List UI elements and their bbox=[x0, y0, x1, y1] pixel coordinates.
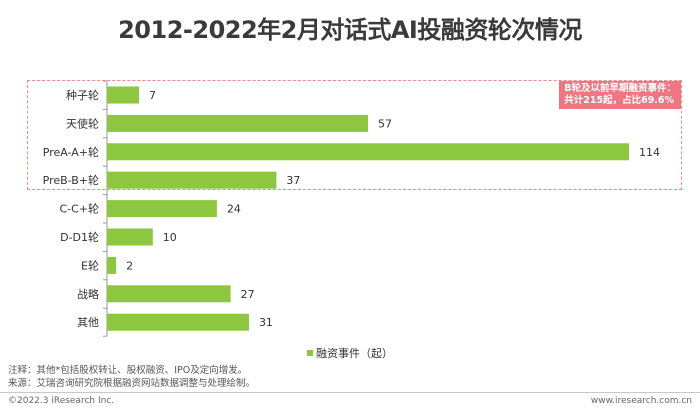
category-label: 其他 bbox=[77, 316, 99, 329]
callout-line-1: B轮及以前早期融资事件： bbox=[564, 83, 676, 94]
value-label: 10 bbox=[163, 231, 177, 244]
bar bbox=[107, 200, 217, 218]
bar bbox=[107, 114, 368, 132]
bar bbox=[107, 86, 140, 104]
value-label: 57 bbox=[378, 117, 392, 130]
value-label: 27 bbox=[241, 288, 255, 301]
legend: 融资事件（起） bbox=[0, 345, 700, 361]
callout-line-2: 共计215起，占比69.6% bbox=[564, 95, 675, 106]
notes: 注释：其他*包括股权转让、股权融资、IPO及定向增发。 来源：艾瑞咨询研究院根据… bbox=[8, 364, 255, 390]
early-stage-callout: B轮及以前早期融资事件： 共计215起，占比69.6% bbox=[559, 81, 681, 109]
footer-website: www.iresearch.com.cn bbox=[590, 396, 692, 406]
value-label: 24 bbox=[227, 203, 241, 216]
category-label: E轮 bbox=[81, 258, 99, 272]
value-label: 2 bbox=[126, 259, 133, 272]
bar bbox=[107, 143, 629, 161]
bar bbox=[107, 171, 277, 189]
bar bbox=[107, 256, 117, 274]
category-label: PreA-A+轮 bbox=[43, 145, 99, 159]
category-label: 种子轮 bbox=[66, 88, 99, 102]
value-label: 31 bbox=[259, 316, 273, 329]
legend-label: 融资事件（起） bbox=[316, 347, 393, 360]
source-text: 来源：艾瑞咨询研究院根据融资网站数据调整与处理绘制。 bbox=[8, 378, 256, 389]
value-label: 7 bbox=[149, 89, 156, 102]
bar bbox=[107, 228, 153, 246]
bar bbox=[107, 313, 249, 331]
category-label: D-D1轮 bbox=[60, 230, 99, 244]
value-label: 37 bbox=[286, 174, 300, 187]
category-label: PreB-B+轮 bbox=[43, 173, 99, 187]
footer-divider bbox=[0, 392, 700, 393]
category-label: C-C+轮 bbox=[59, 202, 99, 216]
bar bbox=[107, 285, 231, 303]
legend-swatch bbox=[307, 350, 313, 356]
chart-title: 2012-2022年2月对话式AI投融资轮次情况 bbox=[118, 16, 582, 44]
early-stage-highlight-box bbox=[27, 80, 682, 190]
note-text: 注释：其他*包括股权转让、股权融资、IPO及定向增发。 bbox=[8, 365, 248, 376]
category-label: 战略 bbox=[77, 287, 99, 301]
footer-copyright: ©2022.3 iResearch Inc. bbox=[8, 396, 115, 406]
category-label: 天使轮 bbox=[66, 116, 99, 130]
value-label: 114 bbox=[639, 146, 660, 159]
